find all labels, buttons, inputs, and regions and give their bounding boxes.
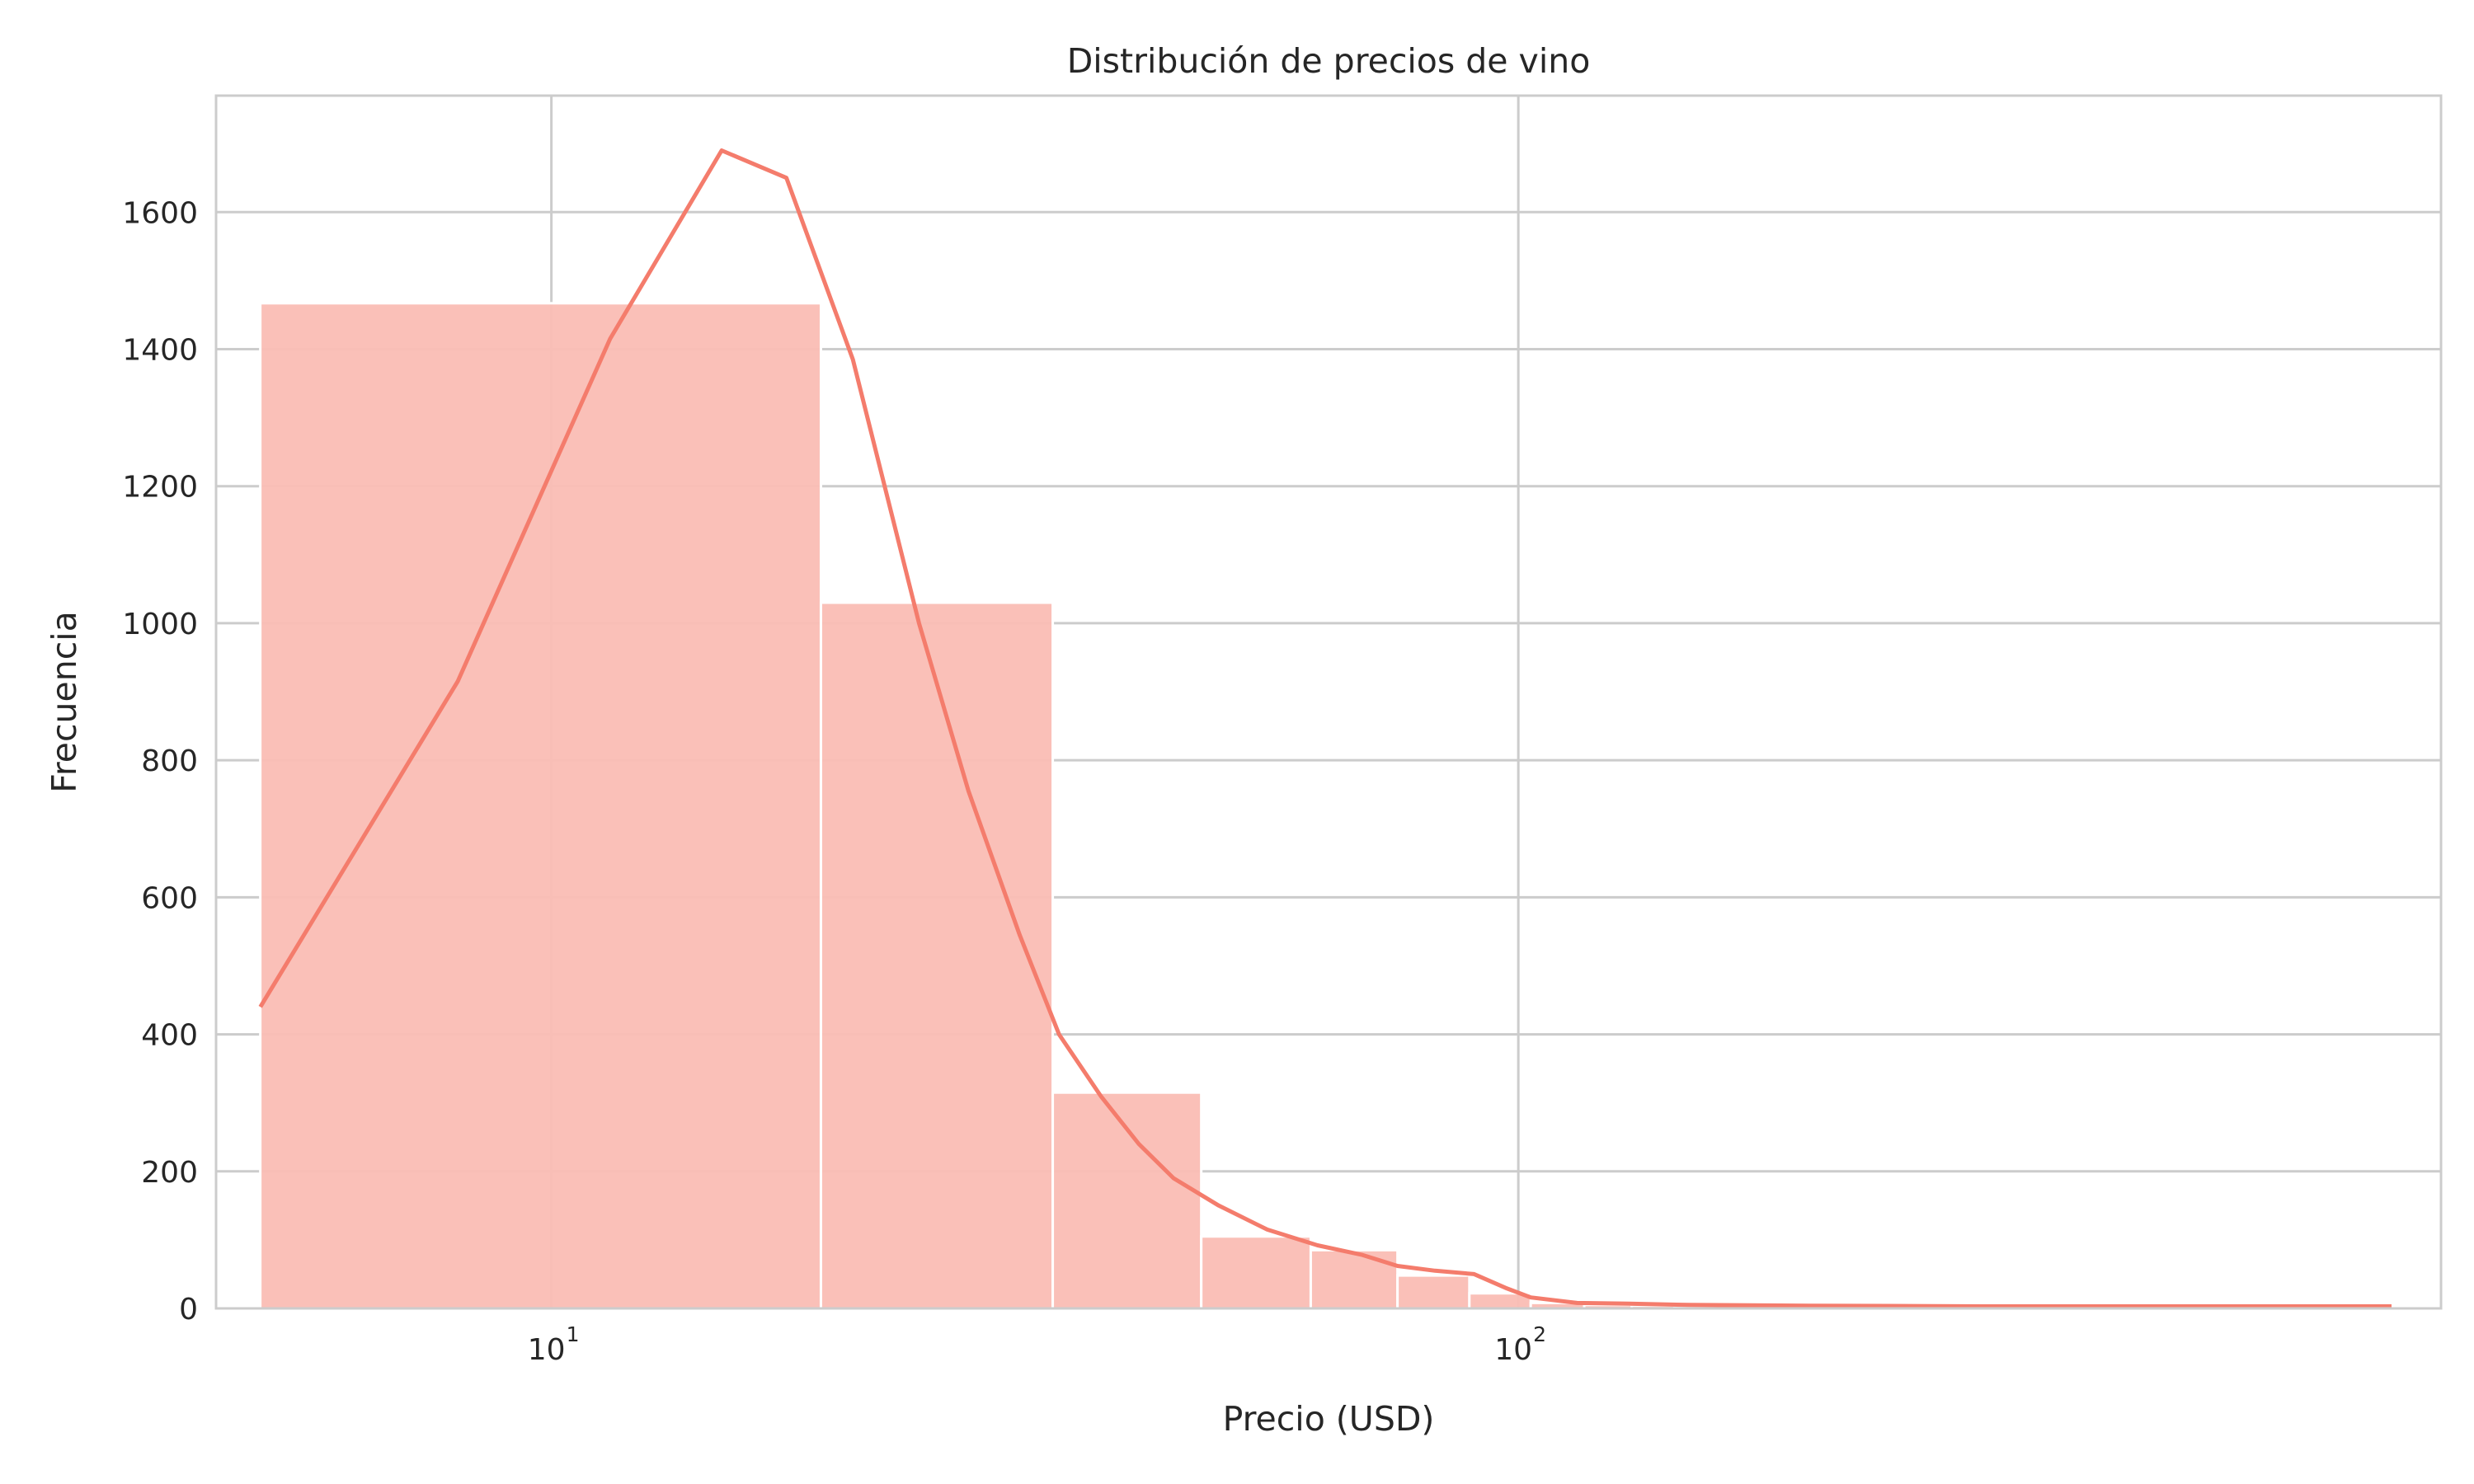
x-tick-label: 10 <box>528 1333 566 1367</box>
y-tick-label: 200 <box>141 1156 198 1190</box>
y-tick-label: 1600 <box>122 196 198 230</box>
chart-title: Distribución de precios de vino <box>1067 41 1591 81</box>
kde-curve <box>258 148 2392 1308</box>
y-tick-label: 1000 <box>122 608 198 641</box>
x-tick-exponent: 1 <box>567 1322 580 1346</box>
y-tick-label: 0 <box>179 1293 198 1327</box>
histogram-bar <box>819 601 1055 1310</box>
y-tick-label: 1200 <box>122 471 198 505</box>
histogram-bar <box>1051 1091 1203 1310</box>
y-tick-label: 600 <box>141 881 198 915</box>
y-axis-label: Frecuencia <box>45 611 84 793</box>
x-axis-ticks: 10 1 10 2 <box>528 1322 1546 1367</box>
histogram-bar <box>259 302 822 1310</box>
histogram-bar <box>1396 1274 1471 1310</box>
x-tick-label: 10 <box>1494 1333 1532 1367</box>
y-axis-ticks: 0 200 400 600 800 1000 1200 1400 1600 <box>122 196 198 1327</box>
x-tick-exponent: 2 <box>1533 1322 1546 1346</box>
x-axis-label: Precio (USD) <box>1223 1399 1435 1439</box>
y-tick-label: 800 <box>141 744 198 778</box>
y-tick-label: 1400 <box>122 333 198 367</box>
histogram-bar <box>1309 1248 1399 1310</box>
y-tick-label: 400 <box>141 1019 198 1053</box>
plot-frame <box>214 94 2443 1310</box>
histogram-bar <box>1200 1235 1312 1310</box>
kde-line <box>258 148 2392 1308</box>
